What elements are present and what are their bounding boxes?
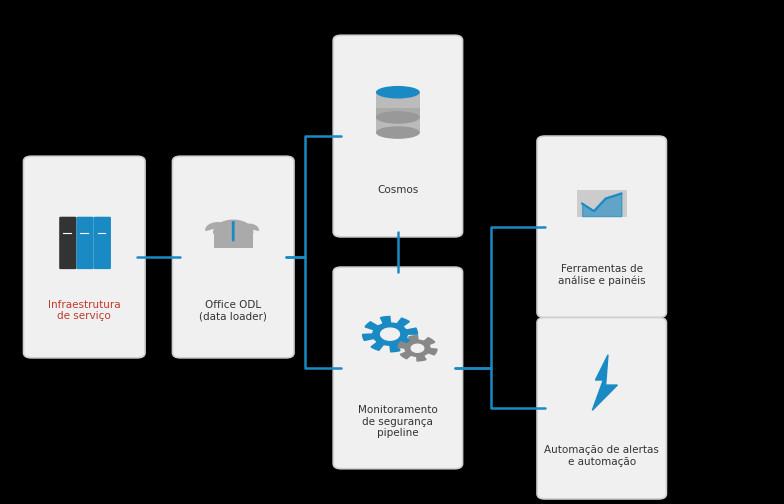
Bar	[213, 233, 252, 248]
Polygon shape	[205, 223, 226, 230]
FancyBboxPatch shape	[537, 136, 666, 318]
FancyBboxPatch shape	[333, 35, 463, 237]
FancyBboxPatch shape	[333, 267, 463, 469]
Polygon shape	[381, 328, 399, 340]
FancyBboxPatch shape	[537, 318, 666, 499]
Ellipse shape	[376, 86, 419, 99]
FancyBboxPatch shape	[172, 156, 294, 358]
Bar	[376, 92, 420, 133]
Text: Automação de alertas
e automação: Automação de alertas e automação	[544, 446, 659, 467]
Bar	[376, 108, 420, 117]
FancyBboxPatch shape	[24, 156, 145, 358]
Ellipse shape	[376, 127, 419, 139]
Text: Cosmos: Cosmos	[377, 184, 419, 195]
FancyBboxPatch shape	[576, 190, 626, 217]
Text: Office ODL
(data loader): Office ODL (data loader)	[199, 300, 267, 322]
FancyBboxPatch shape	[94, 217, 111, 269]
Text: Monitoramento
de segurança
pipeline: Monitoramento de segurança pipeline	[358, 405, 437, 438]
Polygon shape	[213, 220, 252, 233]
Ellipse shape	[376, 111, 419, 124]
Polygon shape	[363, 317, 417, 352]
Polygon shape	[412, 344, 423, 352]
FancyBboxPatch shape	[60, 217, 77, 269]
Text: Infraestrutura
de serviço: Infraestrutura de serviço	[48, 300, 121, 322]
Polygon shape	[242, 224, 259, 230]
Polygon shape	[593, 355, 617, 410]
Text: Ferramentas de
análise e painéis: Ferramentas de análise e painéis	[558, 264, 645, 286]
FancyBboxPatch shape	[77, 217, 94, 269]
Polygon shape	[398, 336, 437, 361]
